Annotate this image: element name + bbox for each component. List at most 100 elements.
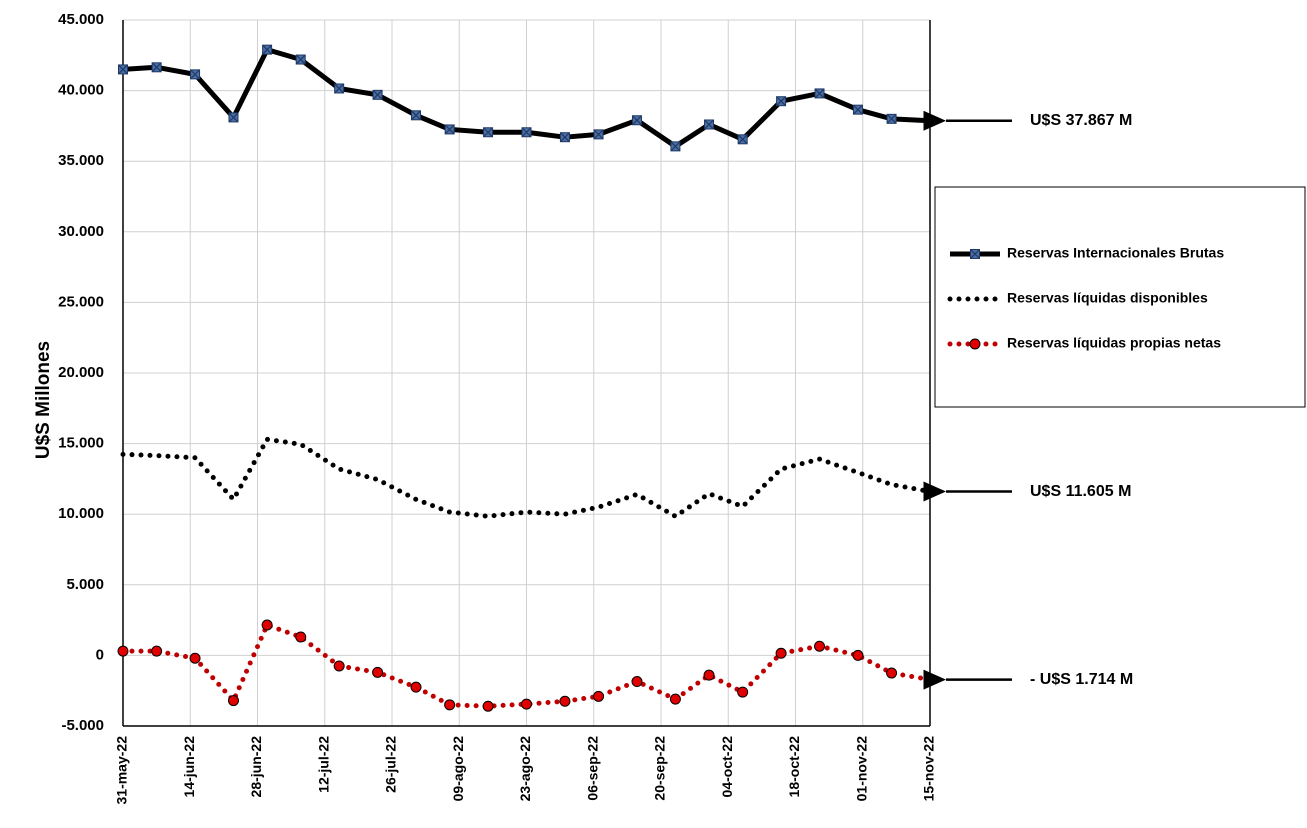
- x-tick-label: 18-oct-22: [786, 736, 802, 798]
- x-tick-label: 15-nov-22: [921, 736, 937, 802]
- series-line: [120, 621, 933, 709]
- marker-cross: [411, 110, 421, 120]
- marker-cross: [334, 84, 344, 93]
- marker-cross: [887, 114, 896, 124]
- y-axis-title: U$S Millones: [33, 341, 54, 459]
- point-marker: [886, 113, 897, 124]
- y-tick-label: 30.000: [58, 223, 104, 240]
- point-marker: [886, 667, 898, 679]
- legend-label: Reservas líquidas propias netas: [1007, 335, 1221, 351]
- point-marker: [669, 693, 681, 705]
- point-marker: [372, 666, 384, 678]
- marker-cross: [118, 64, 128, 74]
- point-marker: [151, 645, 163, 657]
- legend-box: [934, 186, 1306, 408]
- point-marker: [852, 104, 863, 115]
- marker-cross: [853, 105, 863, 115]
- point-marker: [814, 88, 825, 99]
- x-tick-label: 06-sep-22: [584, 736, 600, 801]
- point-marker: [261, 619, 273, 631]
- point-marker: [372, 89, 383, 100]
- point-marker: [703, 669, 715, 681]
- point-marker: [189, 652, 201, 664]
- point-marker: [262, 44, 273, 55]
- y-tick-label: 0: [96, 646, 104, 663]
- y-tick-label: 40.000: [58, 82, 104, 99]
- point-marker: [852, 649, 864, 661]
- point-marker: [631, 676, 643, 688]
- point-marker: [411, 110, 422, 121]
- point-marker: [670, 141, 681, 152]
- point-marker: [704, 119, 715, 130]
- y-tick-label: 35.000: [58, 152, 104, 169]
- point-marker: [228, 112, 239, 123]
- y-tick-label: 25.000: [58, 293, 104, 310]
- point-marker: [559, 132, 570, 143]
- x-tick-label: 12-jul-22: [315, 736, 331, 793]
- marker-cross: [152, 62, 162, 72]
- marker-cross: [670, 141, 680, 151]
- point-marker: [776, 96, 787, 107]
- marker-cross: [483, 127, 493, 137]
- marker-cross: [970, 249, 980, 259]
- y-tick-label: 15.000: [58, 435, 104, 452]
- x-tick-label: 26-jul-22: [383, 736, 399, 793]
- x-tick-label: 23-ago-22: [517, 736, 533, 802]
- point-marker: [117, 645, 129, 657]
- point-marker: [924, 674, 936, 686]
- y-tick-label: -5.000: [61, 717, 104, 734]
- marker-cross: [522, 127, 531, 137]
- point-marker: [970, 249, 980, 259]
- point-marker: [483, 127, 494, 138]
- y-tick-label: 20.000: [58, 364, 104, 381]
- point-marker: [775, 647, 787, 659]
- end-label: U$S 11.605 M: [1030, 483, 1131, 500]
- x-tick-label: 01-nov-22: [853, 736, 869, 802]
- point-marker: [444, 124, 455, 135]
- marker-cross: [190, 69, 200, 79]
- marker-cross: [229, 113, 238, 122]
- legend-label: Reservas Internacionales Brutas: [1007, 245, 1224, 261]
- point-marker: [593, 129, 604, 140]
- marker-cross: [594, 129, 603, 139]
- point-marker: [925, 115, 935, 126]
- end-label: - U$S 1.714 M: [1030, 671, 1133, 688]
- point-marker: [295, 631, 307, 643]
- point-marker: [814, 640, 826, 652]
- series-line: [120, 436, 933, 520]
- x-tick-label: 04-oct-22: [719, 736, 735, 798]
- point-marker: [151, 62, 162, 73]
- point-marker: [559, 695, 571, 707]
- point-marker: [190, 69, 201, 80]
- y-tick-label: 5.000: [66, 576, 104, 593]
- point-marker: [521, 698, 532, 710]
- marker-cross: [704, 120, 714, 129]
- point-marker: [444, 699, 456, 711]
- marker-cross: [738, 134, 748, 144]
- end-label: U$S 37.867 M: [1030, 112, 1132, 129]
- point-marker: [593, 690, 605, 702]
- x-tick-label: 31-may-22: [114, 736, 130, 805]
- marker-cross: [373, 90, 383, 100]
- point-marker: [295, 54, 306, 65]
- x-tick-label: 28-jun-22: [248, 736, 264, 798]
- marker-cross: [296, 55, 306, 64]
- marker-cross: [560, 132, 570, 142]
- marker-cross: [632, 115, 642, 125]
- marker-cross: [262, 45, 272, 55]
- point-marker: [227, 695, 239, 707]
- x-tick-label: 20-sep-22: [652, 736, 668, 801]
- x-tick-label: 09-ago-22: [450, 736, 466, 802]
- point-marker: [333, 660, 345, 672]
- point-marker: [737, 134, 748, 145]
- x-tick-label: 14-jun-22: [181, 736, 197, 798]
- marker-cross: [815, 88, 824, 98]
- point-marker: [118, 64, 128, 75]
- point-marker: [334, 83, 345, 94]
- point-marker: [482, 700, 494, 712]
- point-marker: [521, 127, 532, 138]
- marker-cross: [445, 125, 455, 134]
- y-tick-label: 10.000: [58, 505, 104, 522]
- legend-marker: [969, 338, 981, 350]
